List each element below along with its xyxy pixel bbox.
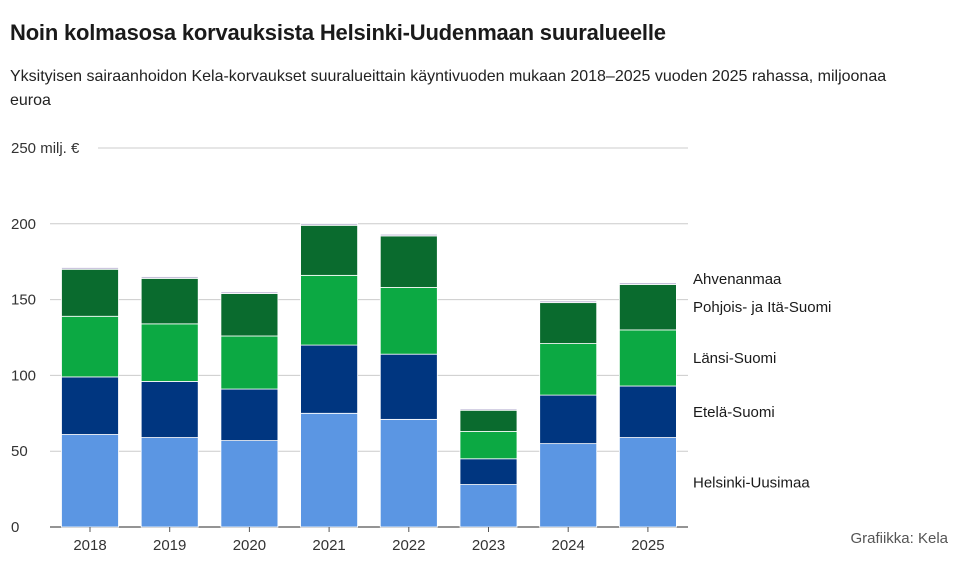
series-label: Pohjois- ja Itä-Suomi [693, 299, 831, 316]
source-credit: Grafiikka: Kela [850, 530, 948, 547]
series-label: Ahvenanmaa [693, 271, 782, 288]
bar-segment [459, 484, 518, 528]
series-label: Etelä-Suomi [693, 404, 775, 421]
bar-segment [61, 315, 119, 378]
bar-segment [300, 224, 359, 276]
bar-segment [300, 344, 359, 414]
bar-segment [140, 276, 199, 279]
bar-segment [140, 381, 199, 438]
bar-segment [300, 412, 359, 528]
bar-segment [539, 300, 598, 304]
x-tick-label: 2022 [392, 537, 425, 554]
y-tick-label: 150 [11, 292, 36, 309]
bar-segment [220, 388, 279, 441]
bar-segment [619, 385, 677, 438]
bar-segment [539, 302, 598, 344]
bar-segment [379, 233, 438, 237]
bar-segment [459, 408, 518, 411]
bar-segment [61, 376, 119, 435]
series-label: Länsi-Suomi [693, 350, 776, 367]
bar-segment [220, 440, 279, 528]
y-tick-label: 250 milj. € [11, 140, 80, 157]
bar-segment [220, 293, 279, 337]
x-tick-label: 2025 [631, 537, 664, 554]
bar-segment [539, 443, 598, 528]
bar-segment [619, 284, 677, 331]
bar-segment [619, 329, 677, 387]
bar-segment [220, 335, 279, 390]
bar-segment [379, 287, 438, 355]
bar-segment [459, 409, 518, 432]
bar-segment [61, 268, 119, 317]
bar-segment [459, 458, 518, 485]
bar-segment [61, 434, 119, 528]
bar-segment [61, 267, 119, 270]
x-tick-label: 2024 [552, 537, 585, 554]
y-tick-label: 50 [11, 443, 28, 460]
bar-segment [300, 223, 359, 226]
bar-segment [459, 431, 518, 460]
x-tick-label: 2023 [472, 537, 505, 554]
bar-segment [539, 394, 598, 445]
bar-segment [140, 277, 199, 325]
x-tick-label: 2021 [312, 537, 345, 554]
y-tick-label: 100 [11, 367, 36, 384]
chart-subtitle: Yksityisen sairaanhoidon Kela-korvaukset… [10, 68, 887, 109]
bar-segment [619, 437, 677, 528]
bar-segment [140, 323, 199, 382]
bar-segment [379, 418, 438, 528]
x-tick-label: 2018 [73, 537, 106, 554]
x-tick-label: 2019 [153, 537, 186, 554]
bar-segment [140, 437, 199, 528]
bar-segment [220, 291, 279, 294]
bar-segment [379, 235, 438, 288]
x-tick-label: 2020 [233, 537, 266, 554]
chart-title: Noin kolmasosa korvauksista Helsinki-Uud… [10, 20, 666, 45]
bar-segment [300, 274, 359, 346]
y-tick-label: 200 [11, 216, 36, 233]
bar-segment [539, 343, 598, 396]
bar-segment [619, 282, 677, 285]
bar-segment [379, 353, 438, 420]
y-tick-label: 0 [11, 519, 19, 536]
series-label: Helsinki-Uusimaa [693, 474, 810, 491]
